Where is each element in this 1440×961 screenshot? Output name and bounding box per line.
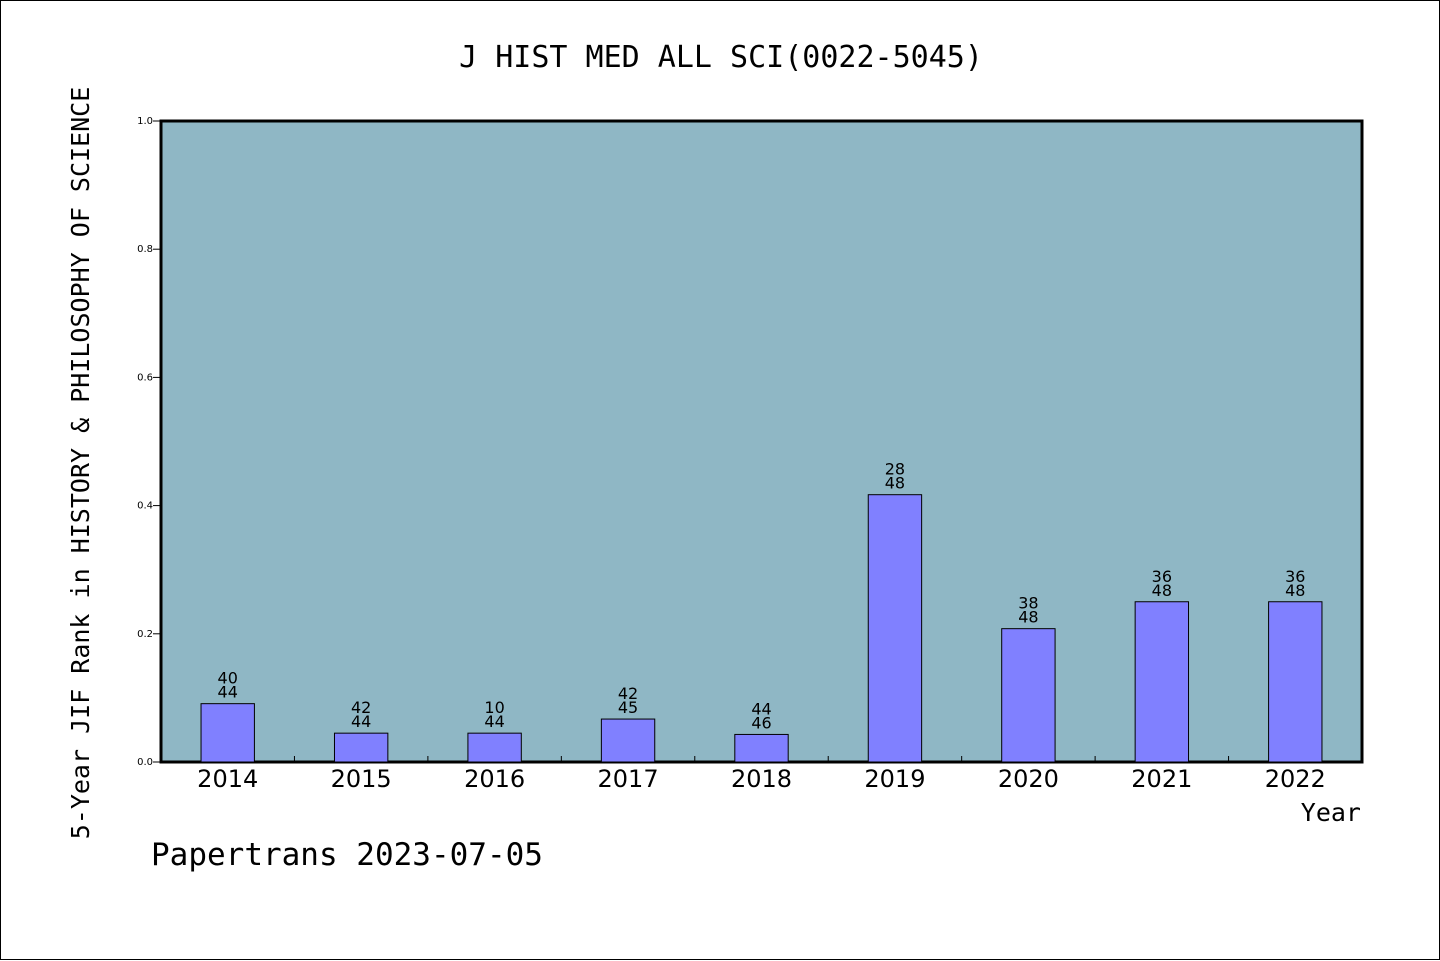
bar-rank-label: 44 (751, 699, 771, 718)
x-axis-label: Year (1301, 798, 1361, 827)
bar-2014 (200, 703, 255, 763)
bar-rank-label: 36 (1285, 567, 1305, 586)
bar-rank-label: 42 (351, 698, 371, 717)
bar-total-label: 44 (351, 712, 371, 731)
x-tick-label: 2021 (1131, 765, 1192, 793)
bar-total-label: 48 (1018, 608, 1038, 627)
bar-2016 (467, 732, 522, 763)
x-tick-label: 2015 (331, 765, 392, 793)
bar-rank-label: 38 (1018, 594, 1038, 613)
chart-title: J HIST MED ALL SCI(0022-5045) (459, 40, 983, 75)
y-tick-label: 1.0 (137, 116, 153, 127)
x-tick-label: 2020 (998, 765, 1059, 793)
y-axis-label: 5-Year JIF Rank in HISTORY & PHILOSOPHY … (66, 87, 95, 840)
bar-total-label: 48 (885, 474, 905, 493)
y-tick-label: 0.4 (137, 501, 153, 512)
x-tick-label: 2017 (598, 765, 659, 793)
bar-rank-label: 10 (484, 698, 504, 717)
bar-2019 (867, 494, 923, 763)
bar-total-label: 48 (1285, 581, 1305, 600)
y-axis-ticks: 0.0 0.2 0.4 0.6 0.8 1.0 (137, 116, 161, 768)
bar-2022 (1268, 601, 1323, 763)
bar-total-label: 46 (751, 713, 771, 732)
x-tick-label: 2019 (864, 765, 925, 793)
bar-2021 (1134, 601, 1190, 763)
bar-rank-label: 28 (885, 460, 905, 479)
y-tick-label: 0.6 (137, 372, 153, 383)
y-tick-label: 0.0 (137, 757, 153, 768)
x-axis-ticks: 2014 2015 2016 2017 2018 2019 2020 2021 2022 (197, 756, 1326, 793)
footer-watermark: Papertrans 2023-07-05 (151, 837, 543, 873)
bar-rank-label: 36 (1152, 567, 1172, 586)
x-tick-label: 2022 (1265, 765, 1326, 793)
bar-2020 (1001, 628, 1056, 763)
bar-2017 (600, 718, 656, 763)
bar-2015 (333, 732, 389, 763)
x-tick-label: 2016 (464, 765, 525, 793)
bar-rank-label: 40 (218, 669, 238, 688)
x-tick-label: 2018 (731, 765, 792, 793)
bar-total-label: 45 (618, 698, 638, 717)
bars-group (200, 494, 1323, 763)
bar-total-label: 48 (1152, 581, 1172, 600)
y-tick-label: 0.2 (137, 629, 153, 640)
y-tick-label: 0.8 (137, 244, 153, 255)
bar-total-label: 44 (218, 683, 238, 702)
x-tick-label: 2014 (197, 765, 258, 793)
bar-total-label: 44 (484, 712, 504, 731)
bar-rank-label: 42 (618, 684, 638, 703)
bar-2018 (734, 733, 789, 763)
